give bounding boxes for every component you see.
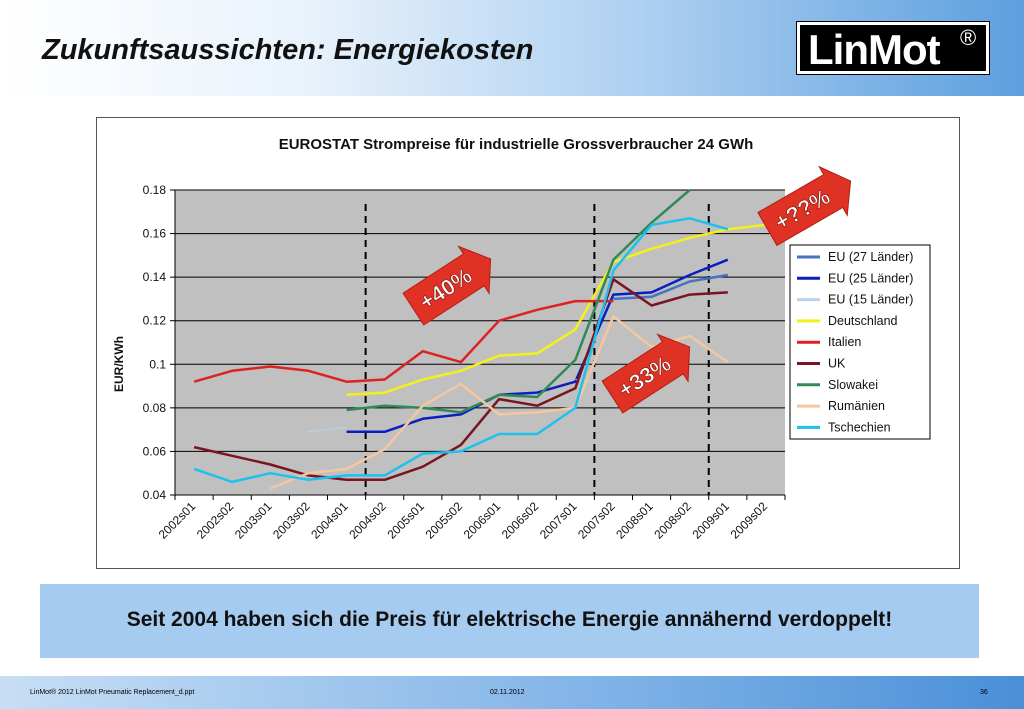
y-tick-label: 0.18 (143, 183, 167, 197)
x-tick-label: 2002s02 (194, 499, 237, 542)
red-arrow-shape (757, 165, 852, 247)
logo-text: LinMot (808, 26, 941, 73)
red-arrow-shape (402, 245, 492, 326)
y-tick-label: 0.16 (143, 227, 167, 241)
chart-title: EUROSTAT Strompreise für industrielle Gr… (279, 136, 754, 153)
x-tick-label: 2003s02 (270, 499, 313, 542)
legend-label: EU (15 Länder) (828, 293, 913, 307)
footer-date: 02.11.2012 (490, 689, 525, 696)
x-tick-label: 2004s02 (346, 499, 389, 542)
y-tick-label: 0.1 (149, 357, 166, 371)
summary-banner: Seit 2004 haben sich die Preis für elekt… (40, 584, 979, 658)
series-line (308, 427, 347, 433)
series-line (193, 299, 614, 383)
x-tick-label: 2003s01 (232, 499, 275, 542)
series-line (193, 217, 729, 484)
x-tick-label: 2009s01 (689, 499, 732, 542)
red-arrow-shape (601, 333, 691, 414)
x-tick-label: 2005s01 (384, 499, 427, 542)
legend-label: Slowakei (828, 378, 878, 392)
summary-text: Seit 2004 haben sich die Preis für elekt… (126, 608, 893, 631)
slide-header: Zukunftsaussichten: Energiekosten LinMot… (0, 0, 1024, 96)
x-tick-label: 2006s01 (461, 499, 504, 542)
y-tick-label: 0.12 (143, 314, 167, 328)
legend-label: EU (27 Länder) (828, 250, 913, 264)
linmot-logo: LinMot ® (796, 21, 990, 75)
series-line (269, 315, 729, 490)
x-tick-label: 2005s02 (423, 499, 466, 542)
y-tick-label: 0.14 (143, 270, 167, 284)
legend-label: Italien (828, 335, 861, 349)
x-tick-label: 2009s02 (728, 499, 771, 542)
series-line (346, 189, 691, 414)
logo-registered-mark: ® (960, 25, 977, 50)
x-tick-label: 2002s01 (156, 499, 199, 542)
legend-label: UK (828, 357, 846, 371)
legend-label: Rumänien (828, 399, 885, 413)
x-tick-label: 2004s01 (308, 499, 351, 542)
y-tick-label: 0.06 (143, 444, 167, 458)
footer: LinMot® 2012 LinMot Pneumatic Replacemen… (0, 676, 1024, 709)
y-tick-label: 0.04 (143, 488, 167, 502)
x-tick-label: 2006s02 (499, 499, 542, 542)
footer-file: LinMot® 2012 LinMot Pneumatic Replacemen… (30, 689, 195, 696)
footer-page: 36 (980, 689, 988, 696)
x-tick-label: 2007s02 (575, 499, 618, 542)
slide-title: Zukunftsaussichten: Energiekosten (42, 34, 534, 66)
y-axis-label: EUR/KWh (112, 336, 126, 392)
x-tick-label: 2007s01 (537, 499, 580, 542)
x-tick-label: 2008s02 (651, 499, 694, 542)
legend-label: EU (25 Länder) (828, 271, 913, 285)
chart-frame: EUROSTAT Strompreise für industrielle Gr… (96, 117, 960, 569)
x-tick-label: 2008s01 (613, 499, 656, 542)
line-chart: EUROSTAT Strompreise für industrielle Gr… (112, 136, 931, 542)
series-line (346, 258, 729, 434)
series-line (346, 223, 767, 397)
series-line (193, 278, 728, 482)
legend-label: Tschechien (828, 420, 891, 434)
y-tick-label: 0.08 (143, 401, 167, 415)
legend-label: Deutschland (828, 314, 898, 328)
series-line (613, 273, 729, 301)
